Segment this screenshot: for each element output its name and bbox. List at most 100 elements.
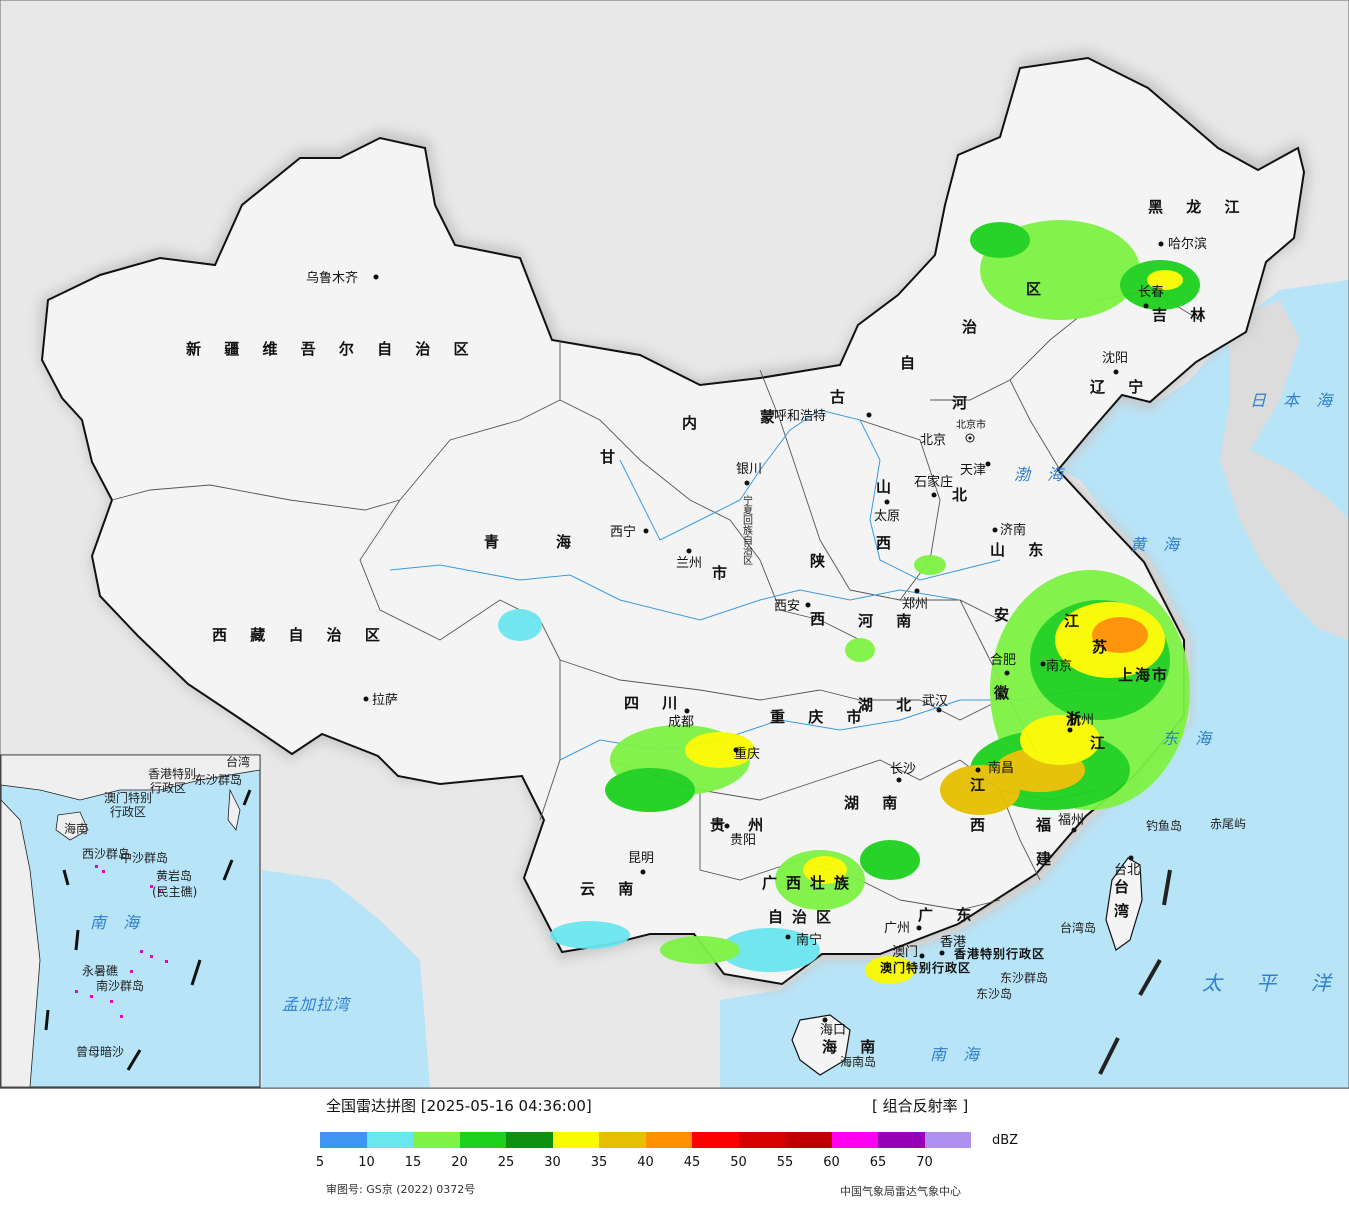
scale-swatch: [738, 1132, 785, 1148]
scale-swatch: [366, 1132, 413, 1148]
label-fujian-1: 福: [1035, 816, 1060, 834]
scale-swatch: [878, 1132, 925, 1148]
color-scale-ticks: 5 10 15 20 25 30 35 40 45 50 55 60 65 70: [316, 1155, 971, 1171]
label-guangxi-2: 自治区: [768, 908, 840, 926]
sea-bengal: 孟加拉湾: [282, 995, 352, 1014]
city-chengdu: 成都: [668, 715, 694, 730]
city-guangzhou: 广州: [884, 921, 910, 936]
label-jilin: 吉 林: [1152, 306, 1214, 324]
label-nmg-4: 自: [900, 354, 924, 372]
label-gansu: 甘: [600, 448, 624, 466]
label-guizhou: 贵 州: [710, 816, 772, 834]
scale-swatch: [924, 1132, 971, 1148]
boundary-dashes: [1098, 869, 1172, 1075]
city-lanzhou: 兰州: [676, 556, 702, 571]
label-shaanxi-2: 西: [810, 610, 834, 628]
inset-hk2: 行政区: [150, 781, 186, 795]
label-hunan: 湖 南: [844, 794, 906, 812]
city-fuzhou: 福州: [1058, 813, 1084, 828]
label-zhejiang-1: 浙: [1066, 710, 1090, 728]
label-nmg-5: 治: [962, 318, 986, 336]
label-jiangsu-1: 江: [1064, 612, 1088, 630]
city-haerbin: 哈尔滨: [1168, 236, 1207, 252]
scale-swatch: [506, 1132, 553, 1148]
city-lhasa: 拉萨: [372, 693, 398, 708]
label-xinjiang: 新 疆 维 吾 尔 自 治 区: [186, 340, 478, 358]
city-hangzhou: 杭州: [1068, 713, 1094, 728]
label-shaanxi-1: 陕: [810, 552, 834, 570]
legend-title: 全国雷达拼图 [2025-05-16 04:36:00]: [326, 1097, 592, 1115]
city-urumqi: 乌鲁木齐: [306, 270, 358, 286]
label-guangdong: 广 东: [918, 906, 980, 924]
inset-south-sea: 南 海: [90, 913, 145, 932]
scale-swatch: [692, 1132, 739, 1148]
island-dongsha-qd: 东沙群岛: [1000, 970, 1048, 985]
city-shenyang: 沈阳: [1102, 351, 1128, 366]
scale-tick-label: 40: [637, 1155, 654, 1170]
label-hainan: 海 南: [822, 1038, 884, 1056]
scale-tick-label: 20: [451, 1155, 468, 1170]
inset-xisha: 西沙群岛: [82, 846, 130, 861]
label-henan: 河 南: [858, 612, 920, 630]
scale-tick-label: 35: [590, 1155, 608, 1170]
city-changchun: 长春: [1138, 285, 1164, 300]
label-nmg-3: 古: [830, 388, 854, 406]
label-nmg-1: 内: [682, 414, 706, 432]
label-tibet: 西 藏 自 治 区: [212, 626, 389, 644]
scale-swatch: [645, 1132, 692, 1148]
scale-tick-label: 60: [823, 1155, 840, 1170]
scale-swatch: [831, 1132, 878, 1148]
radar-echoes: [498, 220, 1200, 984]
island-taiwan: 台湾岛: [1060, 920, 1096, 935]
japan-land: [1220, 300, 1349, 640]
sea-labels: 日 本 海 渤 海 黄 海 东 海 南 海 太 平 洋 孟加拉湾: [282, 391, 1332, 1064]
scale-swatch: [599, 1132, 646, 1148]
scale-tick-label: 25: [497, 1155, 515, 1170]
sea-yellow: 黄 海: [1130, 535, 1185, 554]
city-labels: 乌鲁木齐 拉萨 西宁 兰州 银川 呼和浩特 北京 北京市 天津 石家庄 太原 济…: [306, 236, 1207, 1038]
china-radar-map: 海南 西沙群岛 中沙群岛 黄岩岛 (民主礁) 南 海 永暑礁 南沙群岛 曾母暗沙…: [0, 0, 1349, 1088]
inset-nansha: 南沙群岛: [96, 978, 144, 993]
label-hebei-1: 河: [952, 394, 976, 412]
inset-hk: 香港特别: [148, 766, 196, 781]
province-labels: 新 疆 维 吾 尔 自 治 区 西 藏 自 治 区 青 海 甘 市 内 蒙 古 …: [186, 198, 1239, 1056]
city-tianjin: 天津: [960, 463, 986, 478]
inset-hainan: 海南: [64, 821, 88, 836]
approval-number: 审图号: GS京 (2022) 0372号: [326, 1183, 476, 1196]
hainan-island: [791, 1014, 851, 1076]
scale-swatch: [552, 1132, 599, 1148]
label-shanxi-1: 山: [876, 478, 900, 496]
island-chiwei: 赤尾屿: [1210, 817, 1246, 831]
city-xianggang: 香港: [940, 935, 966, 950]
label-anhui-1: 安: [994, 606, 1018, 624]
label-hebei-2: 北: [952, 486, 976, 504]
scale-tick-label: 50: [730, 1155, 747, 1170]
label-taiwan-1: 台: [1114, 878, 1138, 896]
city-xian: 西安: [774, 599, 800, 614]
city-kunming: 昆明: [628, 851, 654, 866]
label-shandong: 山 东: [990, 541, 1052, 559]
city-aomen: 澳门: [892, 944, 918, 960]
inset-yongshu: 永暑礁: [82, 963, 118, 978]
city-changsha: 长沙: [890, 762, 916, 777]
sea-bengal: [262, 870, 430, 1088]
taiwan-island: [1105, 857, 1143, 951]
sea-east: [720, 280, 1349, 1088]
island-diaoyu: 钓鱼岛: [1146, 818, 1182, 833]
legend-product: [ 组合反射率 ]: [872, 1097, 969, 1115]
label-hubei: 湖 北: [858, 696, 920, 714]
city-wuhan: 武汉: [922, 694, 948, 709]
inset-zengmu: 曾母暗沙: [76, 1044, 124, 1059]
sea-east: 东 海: [1162, 729, 1217, 748]
city-hohhot: 呼和浩特: [774, 409, 826, 424]
city-chongqing: 重庆: [734, 746, 760, 762]
scale-tick-label: 10: [358, 1155, 375, 1170]
scale-swatch: [413, 1132, 460, 1148]
city-beijing: 北京: [920, 433, 946, 448]
label-qinghai-1: 青: [484, 533, 508, 551]
label-ningxia: 宁夏回族自治区: [741, 494, 753, 565]
city-zhengzhou: 郑州: [902, 597, 928, 612]
city-nanjing: 南京: [1046, 658, 1072, 674]
label-qinghai-2: 海: [556, 533, 580, 551]
scale-tick-label: 5: [315, 1155, 325, 1170]
